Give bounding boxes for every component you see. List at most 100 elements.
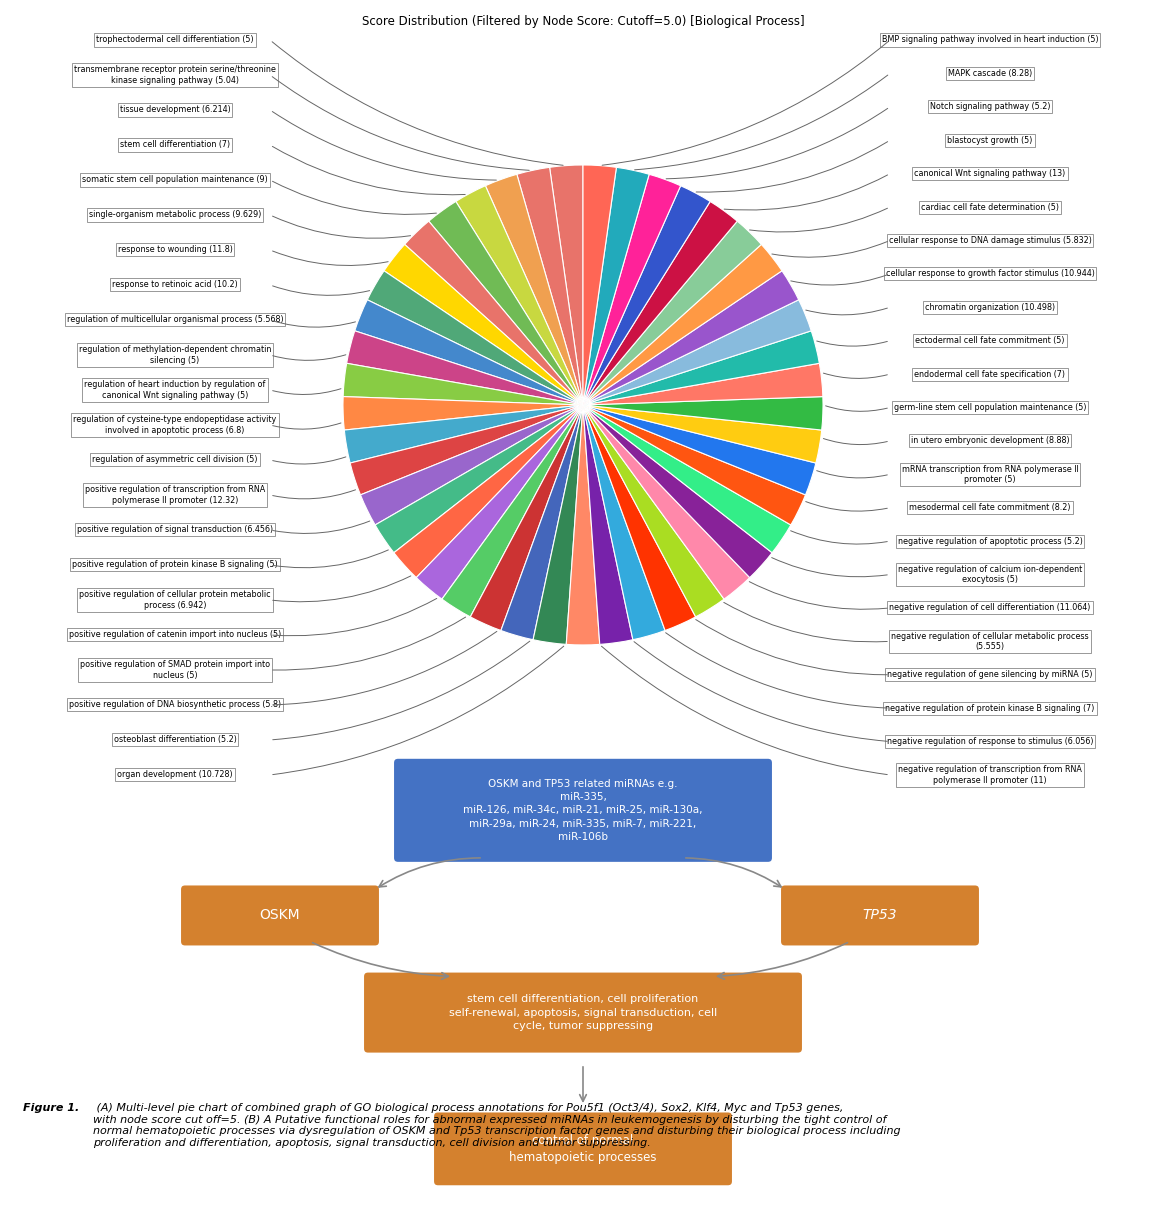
Text: negative regulation of protein kinase B signaling (7): negative regulation of protein kinase B … [885,703,1095,713]
Text: control of normal
hematopoietic processes: control of normal hematopoietic processe… [510,1134,656,1164]
FancyBboxPatch shape [363,971,803,1054]
Wedge shape [405,221,583,405]
Wedge shape [501,405,583,640]
Text: TP53: TP53 [863,909,898,922]
Wedge shape [456,186,583,405]
Text: (A) Multi-level pie chart of combined graph of GO biological process annotations: (A) Multi-level pie chart of combined gr… [93,1103,900,1148]
Text: positive regulation of DNA biosynthetic process (5.8): positive regulation of DNA biosynthetic … [69,701,281,709]
Wedge shape [583,405,665,640]
Text: negative regulation of calcium ion-dependent
exocytosis (5): negative regulation of calcium ion-depen… [898,565,1082,585]
Text: cardiac cell fate determination (5): cardiac cell fate determination (5) [921,203,1059,212]
Text: chromatin organization (10.498): chromatin organization (10.498) [925,303,1055,312]
Text: endodermal cell fate specification (7): endodermal cell fate specification (7) [914,369,1066,379]
Text: somatic stem cell population maintenance (9): somatic stem cell population maintenance… [82,175,268,185]
Text: regulation of cysteine-type endopeptidase activity
involved in apoptotic process: regulation of cysteine-type endopeptidas… [73,416,276,434]
Wedge shape [583,405,633,645]
Text: Score Distribution (Filtered by Node Score: Cutoff=5.0) [Biological Process]: Score Distribution (Filtered by Node Sco… [361,15,805,28]
FancyBboxPatch shape [780,884,979,947]
Wedge shape [583,405,822,464]
Wedge shape [344,405,583,464]
Wedge shape [367,270,583,405]
Text: single-organism metabolic process (9.629): single-organism metabolic process (9.629… [89,210,261,219]
Wedge shape [583,405,696,631]
Wedge shape [583,405,724,616]
Wedge shape [485,175,583,405]
Text: tissue development (6.214): tissue development (6.214) [120,105,231,115]
Text: blastocyst growth (5): blastocyst growth (5) [947,136,1033,144]
Wedge shape [583,202,737,405]
Text: stem cell differentiation, cell proliferation
self-renewal, apoptosis, signal tr: stem cell differentiation, cell prolifer… [449,994,717,1031]
Wedge shape [567,405,599,645]
Wedge shape [346,330,583,405]
Text: canonical Wnt signaling pathway (13): canonical Wnt signaling pathway (13) [914,169,1066,179]
Text: regulation of heart induction by regulation of
canonical Wnt signaling pathway (: regulation of heart induction by regulat… [84,380,266,400]
Text: positive regulation of SMAD protein import into
nucleus (5): positive regulation of SMAD protein impo… [80,660,271,680]
Text: positive regulation of cellular protein metabolic
process (6.942): positive regulation of cellular protein … [79,591,271,609]
Text: OSKM: OSKM [260,909,301,922]
Text: response to wounding (11.8): response to wounding (11.8) [118,246,232,254]
Text: response to retinoic acid (10.2): response to retinoic acid (10.2) [112,280,238,290]
Text: negative regulation of gene silencing by miRNA (5): negative regulation of gene silencing by… [887,670,1093,679]
Text: positive regulation of catenin import into nucleus (5): positive regulation of catenin import in… [69,631,281,640]
Wedge shape [549,165,583,405]
Wedge shape [583,175,681,405]
Wedge shape [583,221,761,405]
Text: OSKM and TP53 related miRNAs e.g.
miR-335,
miR-126, miR-34c, miR-21, miR-25, miR: OSKM and TP53 related miRNAs e.g. miR-33… [463,779,703,841]
Text: positive regulation of transcription from RNA
polymerase II promoter (12.32): positive regulation of transcription fro… [85,486,265,505]
Text: BMP signaling pathway involved in heart induction (5): BMP signaling pathway involved in heart … [881,35,1098,44]
Wedge shape [583,396,823,430]
Text: Notch signaling pathway (5.2): Notch signaling pathway (5.2) [929,103,1051,111]
Wedge shape [583,405,772,577]
Wedge shape [350,405,583,495]
Wedge shape [360,405,583,525]
Text: positive regulation of protein kinase B signaling (5): positive regulation of protein kinase B … [72,560,278,570]
Wedge shape [470,405,583,631]
Wedge shape [583,270,799,405]
Wedge shape [583,363,823,405]
Text: osteoblast differentiation (5.2): osteoblast differentiation (5.2) [113,735,237,745]
Text: negative regulation of apoptotic process (5.2): negative regulation of apoptotic process… [898,537,1082,545]
FancyBboxPatch shape [393,758,773,863]
Wedge shape [583,168,649,405]
Text: trophectodermal cell differentiation (5): trophectodermal cell differentiation (5) [96,35,254,44]
Wedge shape [583,405,791,553]
Wedge shape [394,405,583,577]
Wedge shape [533,405,583,645]
Text: regulation of methylation-dependent chromatin
silencing (5): regulation of methylation-dependent chro… [79,345,272,364]
Text: cellular response to DNA damage stimulus (5.832): cellular response to DNA damage stimulus… [888,236,1091,245]
Wedge shape [442,405,583,616]
Text: positive regulation of signal transduction (6.456): positive regulation of signal transducti… [77,526,273,534]
Text: Figure 1.: Figure 1. [23,1103,79,1113]
Text: cellular response to growth factor stimulus (10.944): cellular response to growth factor stimu… [885,269,1095,279]
Text: negative regulation of cell differentiation (11.064): negative regulation of cell differentiat… [890,603,1090,613]
Wedge shape [384,245,583,405]
Wedge shape [354,300,583,405]
Text: mRNA transcription from RNA polymerase II
promoter (5): mRNA transcription from RNA polymerase I… [901,465,1079,484]
Text: negative regulation of cellular metabolic process
(5.555): negative regulation of cellular metaboli… [891,631,1089,651]
Text: germ-line stem cell population maintenance (5): germ-line stem cell population maintenan… [894,402,1087,412]
Text: negative regulation of transcription from RNA
polymerase II promoter (11): negative regulation of transcription fro… [898,766,1082,785]
Wedge shape [583,330,820,405]
Wedge shape [583,405,750,599]
Text: transmembrane receptor protein serine/threonine
kinase signaling pathway (5.04): transmembrane receptor protein serine/th… [75,65,276,84]
Wedge shape [583,300,812,405]
Wedge shape [583,245,782,405]
Text: MAPK cascade (8.28): MAPK cascade (8.28) [948,68,1032,78]
Text: regulation of asymmetric cell division (5): regulation of asymmetric cell division (… [92,455,258,465]
Wedge shape [583,165,617,405]
Wedge shape [583,405,816,495]
Text: negative regulation of response to stimulus (6.056): negative regulation of response to stimu… [887,737,1094,746]
FancyBboxPatch shape [180,884,380,947]
Text: ectodermal cell fate commitment (5): ectodermal cell fate commitment (5) [915,336,1065,345]
Wedge shape [416,405,583,599]
Wedge shape [375,405,583,553]
Wedge shape [429,202,583,405]
Text: organ development (10.728): organ development (10.728) [118,770,233,779]
FancyBboxPatch shape [433,1112,733,1186]
Text: in utero embryonic development (8.88): in utero embryonic development (8.88) [911,437,1069,445]
Wedge shape [343,363,583,405]
Text: stem cell differentiation (7): stem cell differentiation (7) [120,141,230,149]
Text: regulation of multicellular organismal process (5.568): regulation of multicellular organismal p… [66,316,283,324]
Wedge shape [583,405,806,525]
Wedge shape [517,168,583,405]
